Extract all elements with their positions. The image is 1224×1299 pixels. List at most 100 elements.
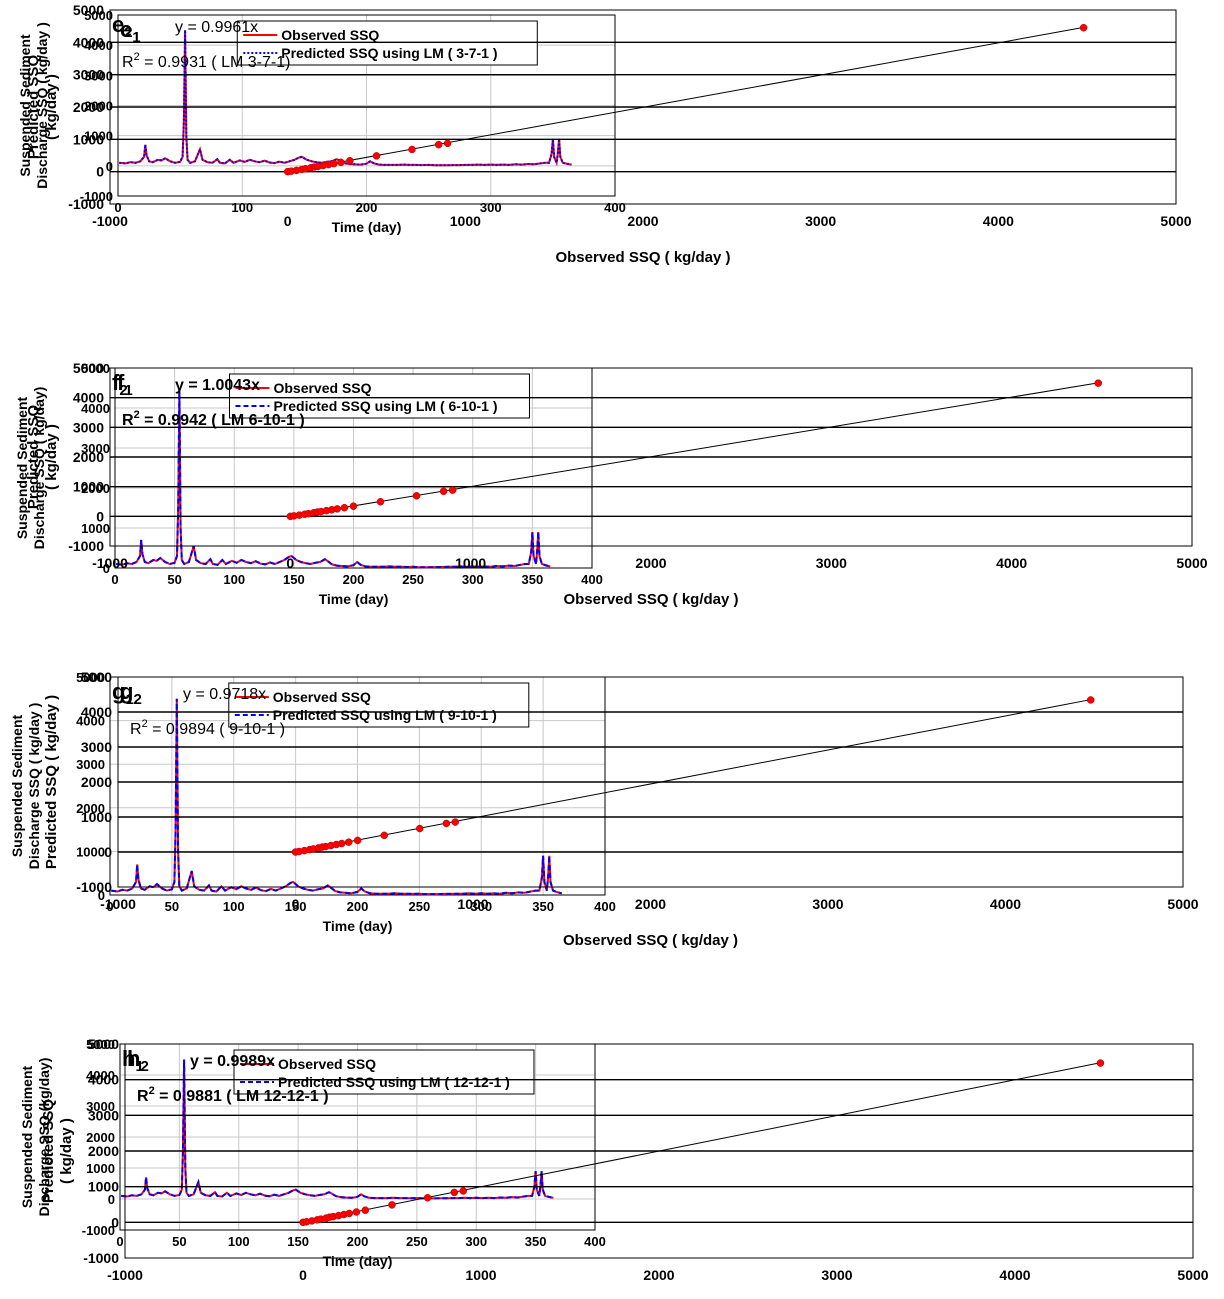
x-tick-label: 4000 (990, 896, 1021, 912)
x-tick-label: 100 (228, 1234, 250, 1249)
r-squared-value: = 0.9894 ( 9-10-1 ) (148, 721, 285, 738)
trend-line (295, 698, 1095, 853)
scatter-point (330, 159, 338, 168)
scatter-point (423, 1194, 432, 1202)
r-squared-label: R2 = 0.9931 ( LM 3-7-1) (122, 51, 290, 71)
y-tick-label: 5000 (86, 1037, 115, 1052)
y-tick-label: 0 (104, 844, 112, 860)
x-tick-label: 0 (299, 1267, 307, 1283)
r-squared-label: R2 = 0.9881 ( LM 12-12-1 ) (137, 1085, 329, 1105)
chart-h1: 0 50 100 150 200 250 300 350 400-100001000200030… (19, 1037, 606, 1269)
scatter-point (412, 492, 421, 500)
y-tick-label: 4000 (81, 704, 112, 720)
y-tick-label: -1000 (76, 879, 112, 895)
x-tick-label: 2000 (627, 213, 658, 229)
y-tick-label: 2000 (84, 99, 113, 114)
scatter-point (443, 139, 452, 148)
y-tick-label: 1000 (88, 1179, 119, 1195)
scatter-point (450, 1188, 459, 1197)
x-tick-label: 50 (172, 1234, 186, 1249)
regression-equation: y = 0.9989x (190, 1053, 275, 1070)
panel-label: e1 (120, 17, 141, 46)
legend-label-predicted: Predicted SSQ using LM ( 6-10-1 ) (273, 398, 497, 414)
panel-letter: e (112, 12, 124, 37)
x-tick-label: 3000 (812, 896, 843, 912)
panel-subscript: 1 (125, 691, 133, 708)
panel-label: f1 (117, 370, 133, 399)
series-line-predicted (121, 1059, 554, 1200)
y-axis-label: Predicted SSQ (40, 1099, 57, 1204)
x-tick-label: 1000 (465, 1267, 496, 1283)
y-tick-label: 3000 (86, 1099, 115, 1114)
y-tick-label: 2000 (81, 481, 110, 496)
series-line-predicted (111, 698, 562, 896)
panel-label: g1 (112, 679, 134, 708)
chart-g2: -1000 0 1000 2000 3000 4000 5000-1000010002000… (43, 669, 1199, 949)
scatter-point (1086, 696, 1095, 704)
y-tick-label: 5000 (88, 1036, 119, 1052)
x-tick-label: 5000 (1176, 555, 1207, 571)
y-tick-label: -1000 (80, 189, 113, 204)
y-axis-label: Predicted SSQ ( kg/day ) (43, 695, 60, 869)
y-axis-label: Discharge SSQ ( kg/day ) (34, 22, 50, 189)
scatter-point (380, 831, 388, 840)
y-tick-label: 1000 (86, 1161, 115, 1176)
x-tick-label: -1000 (92, 555, 128, 571)
scatter-point (361, 1206, 370, 1214)
y-axis-label: Discharge SSQ ( kg/day ) (26, 703, 42, 870)
y-tick-label: 4000 (81, 401, 110, 416)
x-axis-label: Time (day) (332, 219, 402, 235)
panel-label: f2 (112, 370, 128, 399)
x-tick-label: 100 (231, 200, 253, 215)
x-tick-label: 5000 (1177, 1267, 1208, 1283)
y-tick-label: 0 (96, 164, 104, 180)
plot-frame (117, 14, 616, 197)
scatter-point (349, 502, 358, 510)
y-axis-label: Suspended Sediment (14, 396, 30, 539)
x-tick-label: 200 (343, 572, 365, 587)
plot-frame (117, 676, 1184, 888)
x-tick-label: 250 (409, 899, 431, 914)
x-tick-label: 300 (465, 1234, 487, 1249)
x-axis-label: Time (day) (323, 1253, 393, 1269)
x-tick-label: 150 (283, 572, 305, 587)
y-axis-label: Suspended Sediment (9, 714, 25, 857)
r-symbol: R (122, 412, 134, 429)
x-tick-label: 1000 (450, 213, 481, 229)
x-tick-label: 5000 (1167, 896, 1198, 912)
y-tick-label: 4000 (88, 1072, 119, 1088)
y-axis-label: ( kg/day ) (43, 74, 60, 140)
y-tick-label: 1000 (73, 131, 104, 147)
legend-box (228, 373, 530, 419)
series-line-predicted (116, 387, 551, 569)
y-tick-label: 2000 (88, 1143, 119, 1159)
x-tick-label: 150 (285, 899, 307, 914)
panel-subscript: 2 (124, 24, 132, 41)
y-tick-label: 3000 (81, 739, 112, 755)
y-tick-label: -1000 (83, 1250, 119, 1266)
x-tick-label: 400 (594, 899, 616, 914)
plot-frame (124, 1043, 1194, 1259)
x-tick-label: 400 (581, 572, 603, 587)
legend-box (228, 682, 530, 728)
y-tick-label: 4000 (73, 390, 104, 406)
x-tick-label: 350 (525, 1234, 547, 1249)
panel-subscript: 1 (135, 1058, 143, 1075)
x-tick-label: 400 (584, 1234, 606, 1249)
y-axis-label: Discharge SSQ (kg/day) (36, 1058, 52, 1217)
r-squared-label: R2 = 0.9942 ( LM 6-10-1 ) (122, 409, 305, 429)
x-tick-label: 350 (522, 572, 544, 587)
x-tick-label: -1000 (107, 1267, 143, 1283)
y-tick-label: 3000 (76, 757, 105, 772)
y-tick-label: 3000 (88, 1107, 119, 1123)
x-tick-label: 2000 (635, 896, 666, 912)
regression-equation: y = 0.9961x (175, 19, 258, 36)
x-tick-label: 1000 (457, 896, 488, 912)
x-tick-label: 150 (287, 1234, 309, 1249)
scatter-point (1096, 1059, 1105, 1067)
r-symbol: R (137, 1088, 149, 1105)
x-tick-label: 0 (106, 899, 113, 914)
y-tick-label: 5000 (81, 361, 110, 376)
x-tick-label: 3000 (816, 555, 847, 571)
